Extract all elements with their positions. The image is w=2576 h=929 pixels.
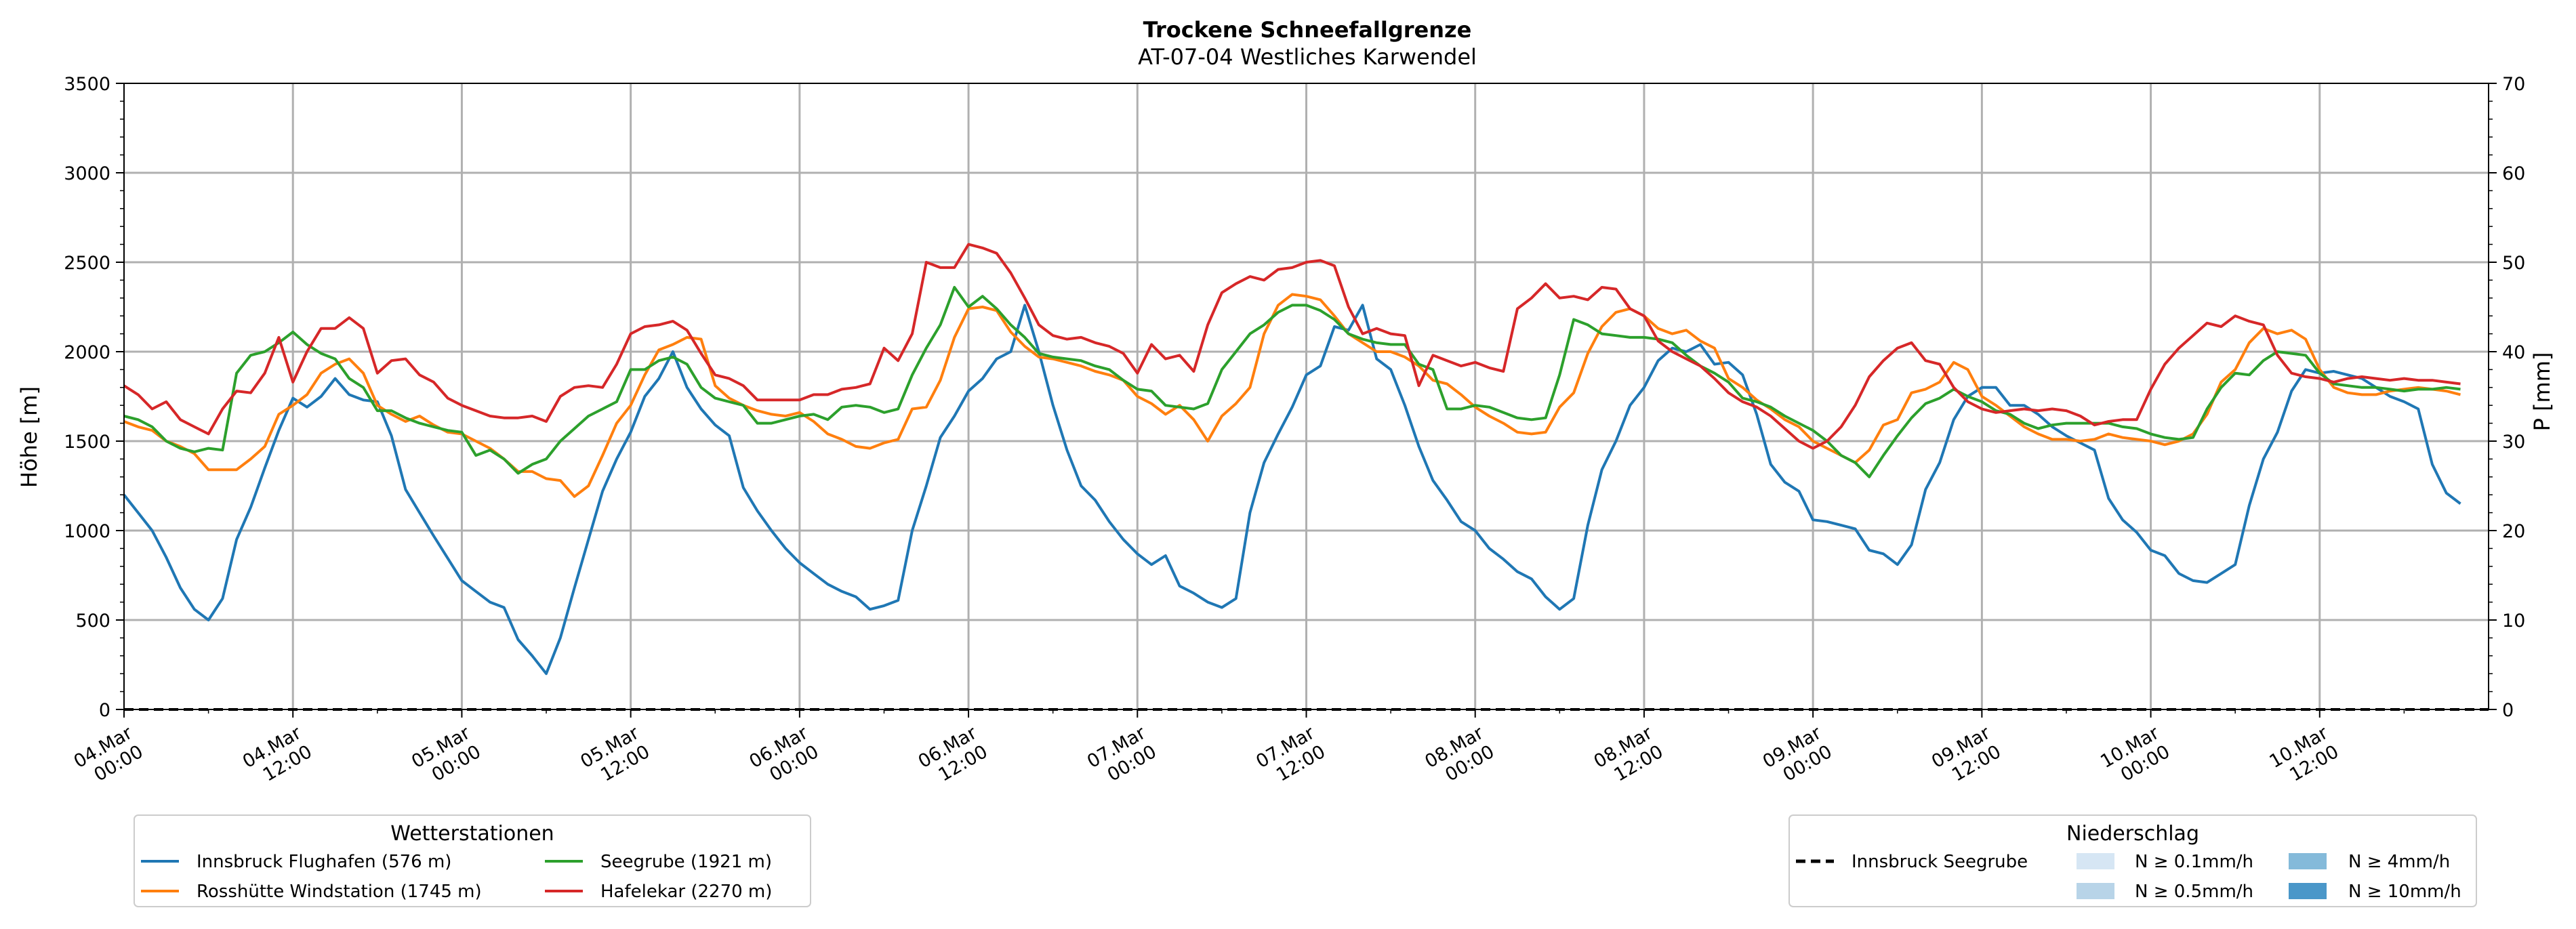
y-axis-label: Höhe [m] bbox=[16, 386, 42, 488]
legend-label-innsbruck-flughafen: Innsbruck Flughafen (576 m) bbox=[197, 852, 451, 872]
legend-label-n4: N ≥ 4mm/h bbox=[2348, 852, 2450, 872]
series-lines bbox=[123, 243, 2461, 676]
legend-swatch-n4 bbox=[2289, 853, 2327, 869]
y-axis-label-right: P [mm] bbox=[2529, 352, 2555, 432]
grid bbox=[124, 83, 2489, 709]
legend-label-n05: N ≥ 0.5mm/h bbox=[2135, 882, 2253, 902]
y-tick-label-right: 10 bbox=[2502, 611, 2525, 632]
y-tick-label: 1500 bbox=[64, 432, 110, 453]
legend-precipitation-title: Niederschlag bbox=[2066, 822, 2199, 846]
legend-label-precip-line: Innsbruck Seegrube bbox=[1852, 852, 2028, 872]
y-tick-label-right: 70 bbox=[2502, 74, 2525, 95]
legend-swatch-n05 bbox=[2077, 883, 2114, 899]
legend-stations-title: Wetterstationen bbox=[390, 822, 554, 846]
y-tick-label: 3000 bbox=[64, 163, 110, 184]
y-tick-label: 2000 bbox=[64, 342, 110, 363]
legend-label-n10: N ≥ 10mm/h bbox=[2348, 882, 2461, 902]
y-tick-label-right: 50 bbox=[2502, 253, 2525, 274]
legend-label-hafelekar: Hafelekar (2270 m) bbox=[600, 882, 772, 902]
y-tick-label-right: 20 bbox=[2502, 521, 2525, 542]
y-tick-label: 1000 bbox=[64, 521, 110, 542]
chart-title: Trockene Schneefallgrenze bbox=[1143, 17, 1472, 43]
legend-swatch-n01 bbox=[2077, 853, 2114, 869]
axes: 0 0 500 10 1000 20 1500 30 2000 40 2500 50 3000 60 350… bbox=[64, 74, 2525, 786]
series-line-1 bbox=[123, 293, 2461, 498]
y-tick-label-right: 40 bbox=[2502, 342, 2525, 363]
series-line-3 bbox=[123, 243, 2461, 450]
legend-stations: Wetterstationen Innsbruck Flughafen (576… bbox=[134, 814, 811, 907]
y-tick-label-right: 0 bbox=[2502, 700, 2514, 721]
y-tick-label: 2500 bbox=[64, 253, 110, 274]
legend-precipitation: Niederschlag Innsbruck Seegrube N ≥ 0.1m… bbox=[1788, 814, 2477, 907]
legend-swatch-n10 bbox=[2289, 883, 2327, 899]
y-tick-label-right: 30 bbox=[2502, 432, 2525, 453]
y-tick-label: 3500 bbox=[64, 74, 110, 95]
legend-stations-frame bbox=[134, 814, 811, 907]
legend-label-n01: N ≥ 0.1mm/h bbox=[2135, 852, 2253, 872]
y-tick-label: 0 bbox=[99, 700, 110, 721]
y-tick-label: 500 bbox=[75, 611, 110, 632]
legend-label-seegrube: Seegrube (1921 m) bbox=[600, 852, 772, 872]
y-tick-label-right: 60 bbox=[2502, 163, 2525, 184]
legend-label-rosshuette: Rosshütte Windstation (1745 m) bbox=[197, 882, 482, 902]
chart-subtitle: AT-07-04 Westliches Karwendel bbox=[1138, 44, 1477, 70]
series-line-0 bbox=[123, 304, 2461, 676]
series-line-2 bbox=[123, 286, 2461, 478]
